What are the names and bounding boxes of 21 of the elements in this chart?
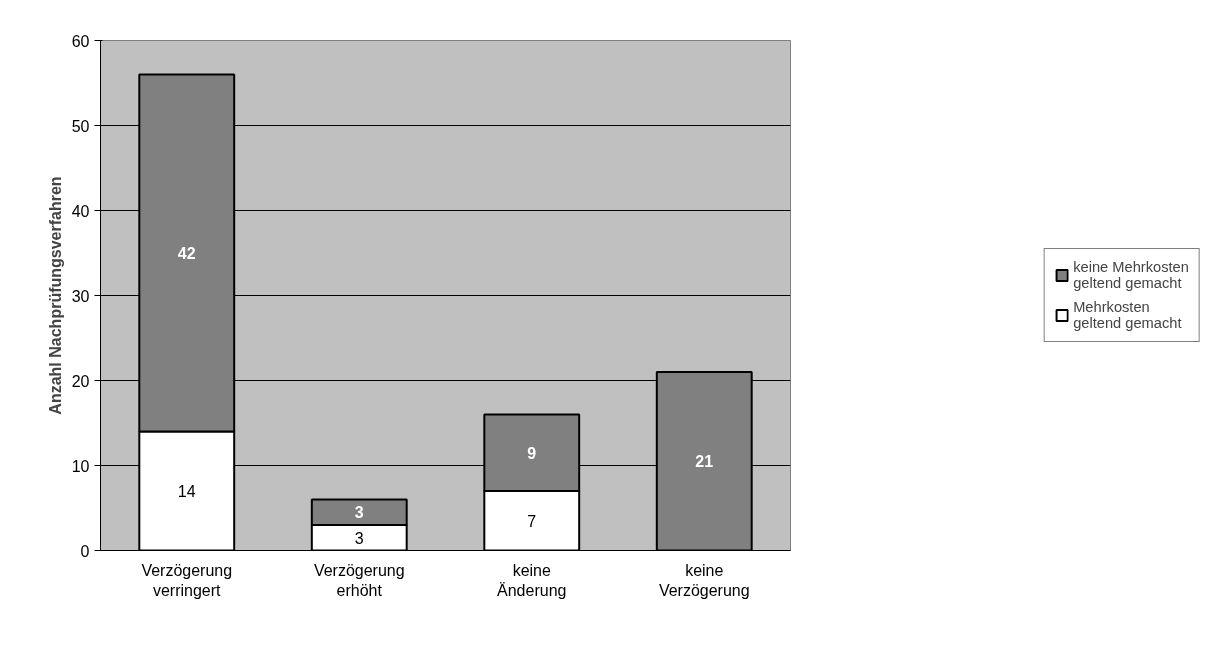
y-axis-title: Anzahl Nachprüfungsverfahren: [46, 176, 64, 415]
x-tick-label: Verzögerung erhöht: [313, 561, 405, 599]
legend-label: keine Mehrkosten geltend gemacht: [1073, 259, 1189, 291]
x-tick-label: keine Verzögerung: [658, 561, 750, 599]
x-tick-label: Verzögerung verringert: [141, 561, 233, 599]
data-label: 21: [695, 453, 714, 471]
data-label: 3: [354, 529, 364, 547]
y-tick-label: 0: [80, 542, 90, 560]
legend-label: Mehrkosten geltend gemacht: [1073, 299, 1182, 331]
data-label: 3: [354, 504, 364, 522]
y-tick-label: 30: [71, 287, 90, 305]
y-tick-label: 10: [71, 457, 90, 475]
y-tick-label: 20: [71, 372, 90, 390]
data-label: 42: [177, 245, 196, 262]
y-tick-label: 60: [71, 32, 90, 50]
data-label: 9: [527, 444, 537, 462]
x-tick-label: keine Änderung: [497, 561, 567, 599]
y-tick-label: 50: [71, 117, 90, 135]
data-label: 7: [527, 512, 537, 530]
y-tick-label: 40: [71, 202, 90, 220]
data-label: 14: [177, 483, 196, 500]
